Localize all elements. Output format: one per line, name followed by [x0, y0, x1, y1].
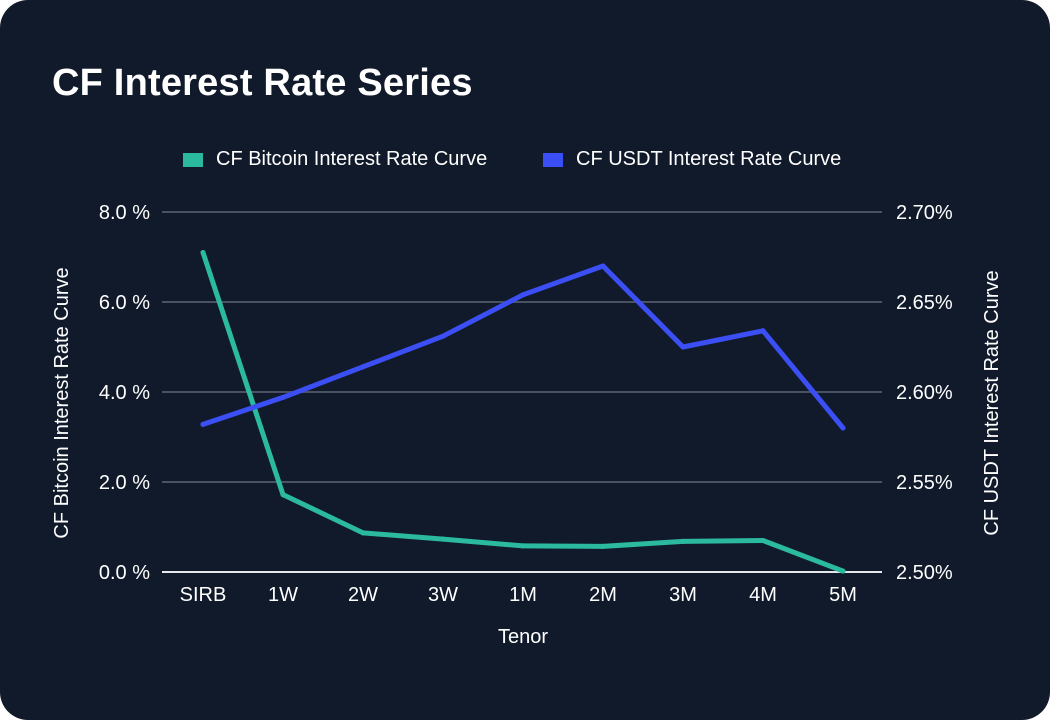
usdt-data-point — [280, 394, 286, 400]
y-left-tick-label: 8.0 % — [99, 202, 150, 224]
y-right-tick-label: 2.55% — [896, 472, 953, 494]
bitcoin-data-point — [840, 568, 846, 574]
usdt-line-segment — [520, 263, 606, 298]
usdt-data-point — [760, 328, 766, 334]
x-tick-label: 1M — [509, 584, 537, 606]
usdt-data-point — [680, 344, 686, 350]
bitcoin-data-point — [600, 543, 606, 549]
y-right-tick-label: 2.70% — [896, 202, 953, 224]
legend: CF Bitcoin Interest Rate Curve CF USDT I… — [0, 148, 1050, 178]
usdt-data-point — [600, 263, 606, 269]
usdt-line-segment — [280, 364, 366, 400]
usdt-line-segment — [440, 292, 526, 339]
bitcoin-data-point — [520, 543, 526, 549]
bitcoin-line-segment — [280, 492, 366, 536]
legend-item-usdt[interactable]: CF USDT Interest Rate Curve — [543, 148, 841, 171]
legend-swatch-bitcoin — [183, 152, 203, 167]
bitcoin-line-segment — [760, 538, 846, 574]
y-left-tick-label: 0.0 % — [99, 562, 150, 584]
usdt-data-point — [840, 425, 846, 431]
usdt-line-segment — [680, 328, 766, 350]
y-right-tick-label: 2.65% — [896, 292, 953, 314]
y-left-tick-label: 6.0 % — [99, 292, 150, 314]
bitcoin-data-point — [440, 536, 446, 542]
usdt-line-segment — [200, 394, 286, 427]
y-axis-left-title: CF Bitcoin Interest Rate Curve — [51, 267, 73, 538]
bitcoin-data-point — [360, 530, 366, 536]
bitcoin-data-point — [680, 538, 686, 544]
x-tick-label: 3W — [428, 584, 458, 606]
usdt-data-point — [520, 292, 526, 298]
x-tick-label: 2W — [348, 584, 378, 606]
bitcoin-line-segment — [360, 530, 446, 542]
y-axis-right-title: CF USDT Interest Rate Curve — [981, 270, 1003, 535]
x-tick-label: 2M — [589, 584, 617, 606]
x-tick-label: 3M — [669, 584, 697, 606]
x-tick-label: 5M — [829, 584, 857, 606]
x-axis-title: Tenor — [498, 626, 548, 648]
legend-item-bitcoin[interactable]: CF Bitcoin Interest Rate Curve — [183, 148, 487, 171]
usdt-data-point — [200, 421, 206, 427]
usdt-line-segment — [600, 263, 686, 350]
usdt-data-point — [360, 364, 366, 370]
legend-label-bitcoin: CF Bitcoin Interest Rate Curve — [216, 148, 488, 170]
bitcoin-line-segment — [200, 250, 286, 498]
bitcoin-line-segment — [680, 538, 766, 544]
usdt-line-segment — [360, 333, 446, 370]
y-right-tick-label: 2.50% — [896, 562, 953, 584]
y-left-tick-label: 2.0 % — [99, 472, 150, 494]
x-tick-label: 1W — [268, 584, 298, 606]
bitcoin-data-point — [760, 538, 766, 543]
y-right-tick-label: 2.60% — [896, 382, 953, 404]
bitcoin-line-segment — [600, 538, 686, 549]
bitcoin-data-point — [200, 250, 206, 255]
chart-title: CF Interest Rate Series — [52, 62, 473, 104]
usdt-line-segment — [760, 328, 846, 431]
legend-swatch-usdt — [543, 152, 563, 167]
bitcoin-line-segment — [440, 536, 526, 549]
bitcoin-data-point — [280, 492, 286, 498]
usdt-data-point — [440, 333, 446, 339]
x-tick-label: 4M — [749, 584, 777, 606]
y-left-tick-label: 4.0 % — [99, 382, 150, 404]
x-tick-label: SIRB — [180, 584, 227, 606]
legend-label-usdt: CF USDT Interest Rate Curve — [576, 148, 842, 170]
